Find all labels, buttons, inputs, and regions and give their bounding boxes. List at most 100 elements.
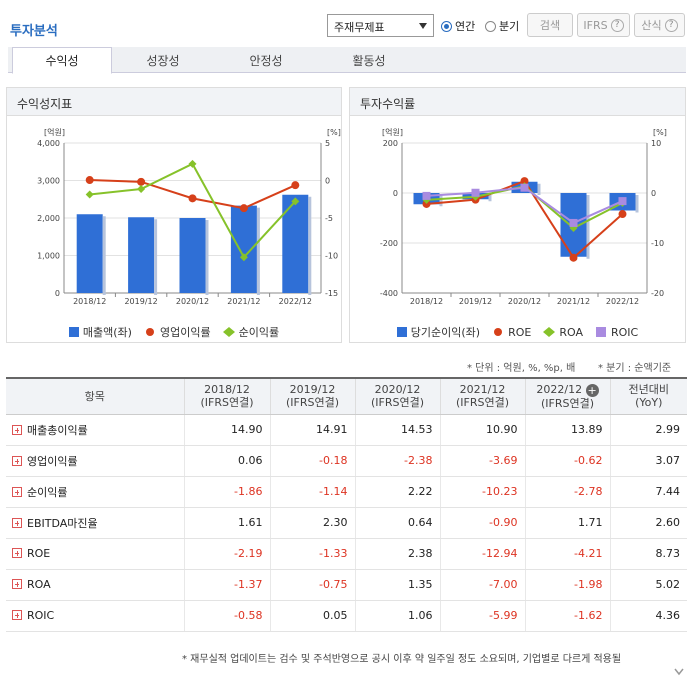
row-label-cell[interactable]: EBITDA마진율 bbox=[6, 507, 184, 539]
value-cell: -2.38 bbox=[354, 445, 440, 477]
left-tick-label: 0 bbox=[393, 189, 398, 198]
unit-note: * 단위 : 억원, %, %p, 배 bbox=[467, 363, 576, 374]
value-cell: -0.75 bbox=[269, 569, 355, 601]
column-header-period: 2018/12 (IFRS연결) bbox=[183, 378, 270, 415]
footer-note: * 재무실적 업데이트는 검수 및 주석반영으로 공시 이후 약 일주일 정도 … bbox=[182, 654, 622, 665]
radio-quarter[interactable]: 분기 bbox=[485, 18, 519, 34]
column-basis: (IFRS연결) bbox=[200, 396, 254, 410]
column-header-period: 2019/12 (IFRS연결) bbox=[269, 378, 355, 415]
column-date: 2022/12 bbox=[536, 383, 583, 396]
ifrs-button-label: IFRS bbox=[583, 18, 608, 32]
profitability-table: 항목 2018/12 (IFRS연결) 2019/12 (IFRS연결) 2020/… bbox=[6, 377, 687, 632]
point-marker bbox=[569, 218, 578, 227]
value-cell: -1.98 bbox=[524, 569, 610, 601]
point-marker bbox=[85, 190, 94, 199]
legend-item[interactable]: ROIC bbox=[595, 324, 638, 340]
right-tick-label: 0 bbox=[325, 177, 330, 186]
left-tick-label: 2,000 bbox=[37, 214, 60, 223]
tab-activity[interactable]: 활동성 bbox=[352, 53, 386, 68]
right-tick-label: -10 bbox=[651, 239, 664, 248]
expand-plus-icon[interactable] bbox=[12, 455, 22, 466]
page-title: 투자분석 bbox=[10, 24, 58, 39]
legend-label: 당기순이익(좌) bbox=[410, 326, 481, 339]
bar-shadow bbox=[308, 196, 312, 295]
yoy-cell: 2.99 bbox=[609, 414, 687, 446]
point-marker bbox=[520, 177, 529, 186]
investment-return-legend: 당기순이익(좌) ROE ROA ROIC bbox=[350, 324, 685, 340]
row-label-cell[interactable]: ROE bbox=[6, 538, 184, 570]
row-label-cell[interactable]: ROIC bbox=[6, 600, 184, 632]
left-tick-label: 0 bbox=[55, 289, 60, 298]
left-tick-label: -200 bbox=[380, 239, 398, 248]
table-row: 영업이익률 0.06 -0.18 -2.38 -3.69 -0.62 3.07 bbox=[6, 445, 687, 477]
legend-label: 영업이익률 bbox=[159, 326, 211, 339]
radio-annual[interactable]: 연간 bbox=[441, 18, 475, 34]
yoy-cell: 5.02 bbox=[609, 569, 687, 601]
legend-item[interactable]: 당기순이익(좌) bbox=[396, 324, 481, 340]
yoy-cell: 8.73 bbox=[609, 538, 687, 570]
row-label: 순이익률 bbox=[27, 485, 68, 499]
legend-item[interactable]: ROE bbox=[492, 324, 531, 340]
bar-shadow bbox=[635, 195, 639, 213]
point-marker bbox=[137, 177, 146, 186]
investment-return-chart-panel: 투자수익률 [억원] [%] 200 10 0 0 -200 -10 -400 -20 2018/1… bbox=[349, 87, 686, 343]
expand-plus-icon[interactable] bbox=[12, 424, 22, 435]
yoy-cell: 2.60 bbox=[609, 507, 687, 539]
left-axis-unit: [억원] bbox=[382, 127, 403, 137]
bar-shadow bbox=[439, 195, 443, 207]
legend-label: ROA bbox=[559, 325, 583, 339]
point-marker bbox=[239, 253, 248, 262]
left-tick-label: -400 bbox=[380, 289, 398, 298]
yoy-cell: 3.07 bbox=[609, 445, 687, 477]
ifrs-help-button[interactable]: IFRS ? bbox=[577, 13, 630, 37]
yoy-cell: 4.36 bbox=[609, 600, 687, 632]
expand-plus-icon[interactable] bbox=[12, 610, 22, 620]
value-cell: -10.23 bbox=[439, 476, 525, 508]
legend-item[interactable]: 순이익률 bbox=[222, 324, 279, 340]
right-tick-label: -15 bbox=[325, 289, 338, 298]
radio-annual-label: 연간 bbox=[455, 20, 476, 33]
row-label-cell[interactable]: 영업이익률 bbox=[6, 445, 184, 477]
profitability-chart: [억원] [%] 4,000 5 3,000 0 2,000 -5 1,000 -10 0 -15 20… bbox=[37, 127, 341, 306]
statement-select[interactable]: 주재무제표 bbox=[327, 14, 434, 37]
row-label-cell[interactable]: 매출총이익률 bbox=[6, 414, 184, 446]
row-label: ROIC bbox=[27, 609, 55, 622]
tab-growth[interactable]: 성장성 bbox=[146, 53, 180, 68]
expand-plus-icon[interactable] bbox=[12, 579, 22, 589]
row-label-cell[interactable]: ROA bbox=[6, 569, 184, 601]
table-header-row: 항목 2018/12 (IFRS연결) 2019/12 (IFRS연결) 2020/… bbox=[6, 378, 687, 415]
line-marker-icon bbox=[494, 328, 503, 336]
tab-profitability[interactable]: 수익성 bbox=[12, 47, 112, 74]
row-label: ROE bbox=[27, 547, 51, 560]
x-tick-label: 2018/12 bbox=[73, 297, 106, 306]
row-label-cell[interactable]: 순이익률 bbox=[6, 476, 184, 508]
line-marker-icon bbox=[543, 327, 556, 337]
point-marker bbox=[291, 181, 300, 190]
x-tick-label: 2019/12 bbox=[459, 297, 492, 306]
expand-plus-icon[interactable] bbox=[12, 548, 22, 558]
analysis-tabs: 수익성 성장성 안정성 활동성 bbox=[8, 47, 686, 74]
value-cell: -0.18 bbox=[269, 445, 355, 477]
legend-label: 매출액(좌) bbox=[82, 326, 132, 339]
value-cell: -4.21 bbox=[524, 538, 610, 570]
expand-plus-icon[interactable] bbox=[12, 486, 22, 497]
x-tick-label: 2021/12 bbox=[557, 297, 590, 306]
value-cell: -0.90 bbox=[439, 507, 525, 539]
line-marker-icon bbox=[595, 327, 606, 337]
bar-swatch-icon bbox=[68, 327, 79, 337]
bar-shadow bbox=[256, 207, 260, 295]
legend-item[interactable]: ROA bbox=[543, 324, 583, 340]
expand-plus-icon[interactable] bbox=[12, 517, 22, 528]
chevron-down-icon[interactable] bbox=[674, 668, 684, 676]
expand-plus-icon[interactable]: + bbox=[585, 383, 599, 397]
formula-help-button[interactable]: 산식 ? bbox=[634, 13, 685, 37]
search-button[interactable]: 검색 bbox=[527, 13, 573, 37]
legend-item[interactable]: 매출액(좌) bbox=[68, 324, 132, 340]
tab-stability[interactable]: 안정성 bbox=[249, 53, 283, 68]
legend-label: ROIC bbox=[610, 325, 639, 339]
value-cell: -1.86 bbox=[183, 476, 270, 508]
radio-unchecked-icon bbox=[485, 20, 496, 32]
table-row: 순이익률 -1.86 -1.14 2.22 -10.23 -2.78 7.44 bbox=[6, 476, 687, 508]
search-button-label: 검색 bbox=[539, 19, 561, 32]
legend-item[interactable]: 영업이익률 bbox=[144, 324, 211, 340]
